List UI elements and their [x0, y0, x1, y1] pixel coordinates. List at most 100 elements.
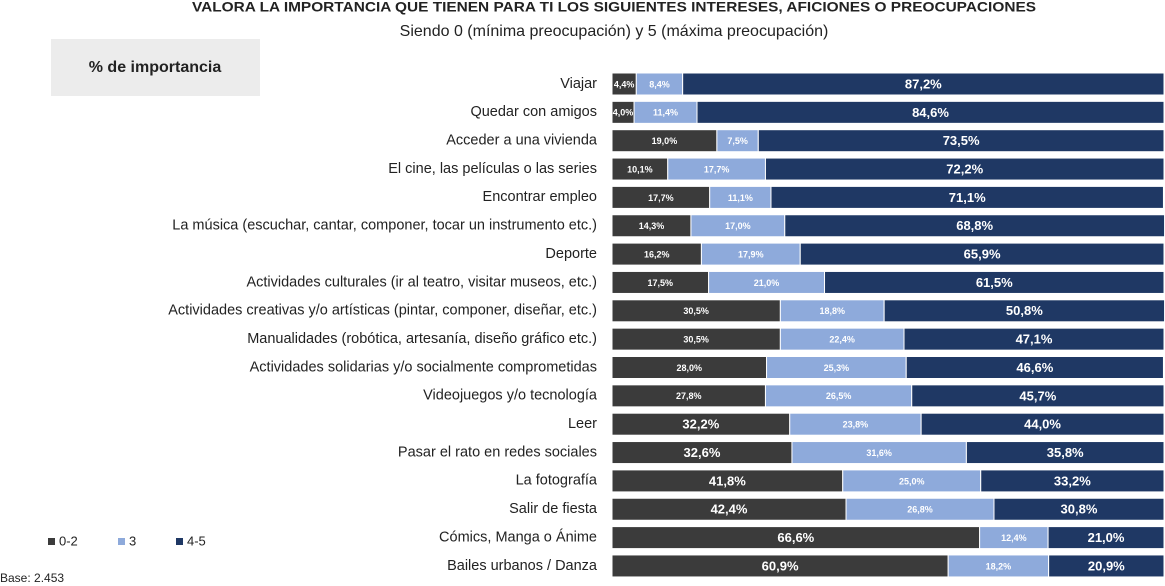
category-label: Videojuegos y/o tecnología [423, 388, 598, 404]
bar-segment [1047, 526, 1165, 550]
value-label: 33,2% [1054, 473, 1091, 488]
value-label: 17,7% [704, 164, 730, 174]
category-label: El cine, las películas o las series [388, 161, 597, 177]
category-label: Quedar con amigos [470, 104, 597, 120]
bar-segment [770, 185, 1164, 209]
value-label: 61,5% [976, 275, 1013, 290]
category-label: Leer [568, 416, 597, 432]
category-label: Bailes urbanos / Danza [447, 558, 598, 574]
value-label: 42,4% [711, 502, 748, 517]
value-label: 10,1% [627, 164, 653, 174]
panel-label: % de importancia [89, 59, 222, 76]
value-label: 87,2% [905, 76, 942, 91]
legend-swatch [176, 538, 183, 545]
value-label: 47,1% [1016, 332, 1053, 347]
category-label: Actividades creativas y/o artísticas (pi… [168, 303, 597, 319]
value-label: 44,0% [1024, 417, 1061, 432]
bar-segment [911, 384, 1165, 408]
bar-segment [799, 242, 1165, 266]
value-label: 8,4% [649, 79, 670, 89]
value-label: 21,0% [1088, 530, 1125, 545]
bar-segment [965, 441, 1165, 465]
panel-box [51, 39, 260, 96]
category-label: Viajar [560, 76, 597, 92]
value-label: 17,9% [738, 249, 764, 259]
value-label: 45,7% [1019, 388, 1056, 403]
value-label: 26,5% [826, 391, 852, 401]
value-label: 18,2% [986, 561, 1012, 571]
value-label: 11,1% [728, 193, 753, 203]
value-label: 28,0% [677, 363, 703, 373]
category-label: Encontrar empleo [483, 189, 597, 205]
category-label: Actividades culturales (ir al teatro, vi… [246, 274, 597, 290]
value-label: 11,4% [653, 108, 678, 118]
value-label: 23,8% [843, 420, 869, 430]
category-label: Acceder a una vivienda [446, 133, 598, 149]
value-label: 14,3% [639, 221, 665, 231]
value-label: 73,5% [943, 133, 980, 148]
value-label: 26,8% [907, 505, 933, 515]
legend-swatch [48, 538, 55, 545]
value-label: 4,0% [613, 108, 634, 118]
value-label: 17,7% [648, 193, 674, 203]
value-label: 68,8% [956, 218, 993, 233]
value-label: 65,9% [964, 247, 1001, 262]
category-label: Salir de fiesta [509, 501, 598, 517]
legend-label: 0-2 [59, 533, 78, 548]
value-label: 35,8% [1047, 445, 1084, 460]
value-label: 21,0% [754, 278, 780, 288]
value-label: 18,8% [819, 306, 845, 316]
category-label: Manualidades (robótica, artesanía, diseñ… [247, 331, 597, 347]
bar-segment [905, 356, 1164, 379]
chart-title: VALORA LA IMPORTANCIA QUE TIENEN PARA TI… [192, 0, 1036, 15]
category-label: Cómics, Manga o Ánime [439, 528, 597, 545]
legend-swatch [118, 538, 125, 545]
legend-label: 3 [129, 533, 136, 548]
legend-label: 4-5 [187, 533, 206, 548]
value-label: 17,0% [725, 221, 751, 231]
bar-segment [824, 270, 1165, 294]
value-label: 19,0% [652, 136, 678, 146]
bar-segment [1048, 554, 1165, 578]
value-label: 32,2% [682, 417, 719, 432]
bar-segment [764, 157, 1165, 181]
category-label: Pasar el rato en redes sociales [398, 444, 597, 460]
value-label: 30,5% [683, 335, 709, 345]
value-label: 4,4% [614, 79, 635, 89]
value-label: 50,8% [1006, 303, 1043, 318]
category-label: Deporte [545, 246, 597, 262]
value-label: 46,6% [1016, 360, 1053, 375]
value-label: 41,8% [709, 473, 746, 488]
bar-segment [696, 100, 1165, 124]
value-label: 60,9% [762, 558, 799, 573]
value-label: 17,5% [648, 278, 674, 288]
bar-segment [920, 412, 1165, 436]
value-label: 30,8% [1061, 502, 1098, 517]
value-label: 32,6% [684, 445, 721, 460]
value-label: 31,6% [866, 448, 892, 458]
value-label: 27,8% [676, 391, 702, 401]
value-label: 71,1% [949, 190, 986, 205]
value-label: 12,4% [1001, 533, 1027, 543]
bar-segment [757, 129, 1165, 153]
bar-segment [682, 72, 1165, 96]
bar-segment [993, 497, 1165, 521]
bar-segment [903, 327, 1165, 351]
chart-subtitle: Siendo 0 (mínima preocupación) y 5 (máxi… [400, 23, 829, 40]
value-label: 25,3% [824, 363, 850, 373]
value-label: 20,9% [1088, 558, 1125, 573]
value-label: 30,5% [683, 306, 709, 316]
category-label: Actividades solidarias y/o socialmente c… [250, 359, 597, 375]
category-label: La fotografía [516, 473, 598, 489]
base-note: Base: 2.453 [0, 571, 64, 585]
value-label: 25,0% [899, 476, 925, 486]
bar-segment [980, 469, 1165, 493]
value-label: 22,4% [829, 335, 855, 345]
value-label: 66,6% [777, 530, 814, 545]
value-label: 7,5% [727, 136, 748, 146]
value-label: 84,6% [912, 105, 949, 120]
value-label: 72,2% [946, 161, 983, 176]
category-label: La música (escuchar, cantar, componer, t… [172, 218, 597, 234]
value-label: 16,2% [644, 249, 670, 259]
